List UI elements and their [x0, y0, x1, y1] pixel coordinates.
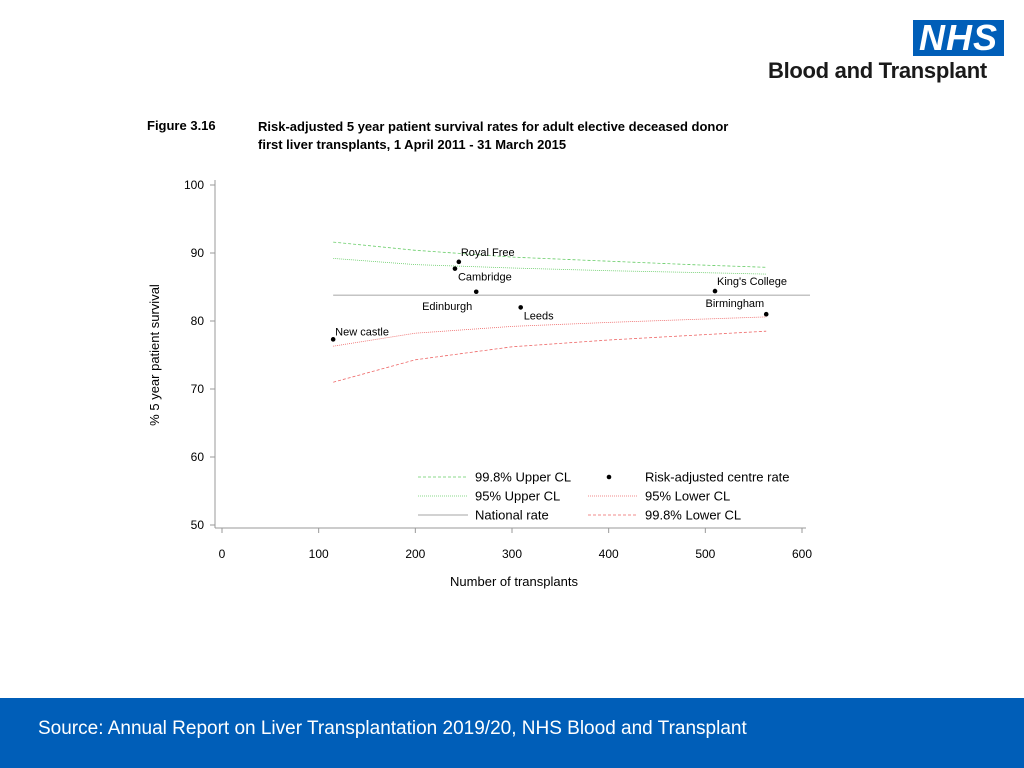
- organisation-name: Blood and Transplant: [768, 58, 987, 83]
- x-tick-label: 600: [792, 547, 812, 561]
- y-axis-label: % 5 year patient survival: [147, 284, 162, 426]
- centre-point-new-castle: [330, 337, 336, 342]
- centre-point-king-s-college: [712, 288, 718, 294]
- x-tick-label: 300: [502, 547, 522, 561]
- footer-bar: Source: Annual Report on Liver Transplan…: [0, 698, 1024, 768]
- source-citation: Source: Annual Report on Liver Transplan…: [38, 718, 747, 739]
- x-tick-label: 0: [219, 547, 226, 561]
- y-tick-label: 100: [184, 178, 204, 192]
- y-tick-label: 50: [191, 518, 205, 532]
- centre-label-leeds: Leeds: [524, 310, 554, 322]
- figure-title: Risk-adjusted 5 year patient survival ra…: [258, 118, 798, 154]
- figure-title-line-2: first liver transplants, 1 April 2011 - …: [258, 137, 567, 152]
- legend-label-99-8-upper-cl: 99.8% Upper CL: [475, 470, 571, 485]
- centre-label-royal-free: Royal Free: [461, 247, 515, 259]
- control-limit-99-8-lower-cl: [333, 330, 767, 383]
- centre-point-birmingham: [763, 311, 769, 317]
- legend-key-risk-adjusted-centre-rate: [606, 474, 612, 480]
- y-tick-label: 80: [191, 314, 205, 328]
- centre-label-edinburgh: Edinburgh: [422, 301, 472, 313]
- centre-point-cambridge: [452, 266, 458, 271]
- control-limit-95-lower-cl: [333, 316, 767, 347]
- x-tick-label: 100: [309, 547, 329, 561]
- nhs-logo: NHS: [912, 20, 1004, 56]
- figure-title-line-1: Risk-adjusted 5 year patient survival ra…: [258, 119, 729, 134]
- x-tick-label: 500: [695, 547, 715, 561]
- legend-label-99-8-lower-cl: 99.8% Lower CL: [645, 508, 741, 523]
- control-limit-99-8-upper-cl: [333, 241, 767, 268]
- x-tick-label: 200: [405, 547, 425, 561]
- x-axis-label: Number of transplants: [450, 574, 578, 589]
- funnel-plot: 50 60 70 80 90 100 0 100 200 300 400 500 600 Number o…: [147, 178, 812, 589]
- y-tick-label: 60: [191, 450, 205, 464]
- centre-point-leeds: [518, 305, 523, 310]
- x-tick-label: 400: [599, 547, 619, 561]
- nhs-logo-badge: NHS: [912, 20, 1004, 56]
- y-tick-label: 90: [191, 246, 205, 260]
- legend-label-95-lower-cl: 95% Lower CL: [645, 489, 730, 504]
- y-tick-label: 70: [191, 382, 205, 396]
- figure-label: Figure 3.16: [147, 118, 216, 133]
- legend-label-national-rate: National rate: [475, 508, 549, 523]
- centre-label-new-castle: New castle: [335, 326, 389, 338]
- centre-point-edinburgh: [473, 289, 479, 295]
- centre-label-king-s-college: King's College: [717, 276, 787, 288]
- centre-label-cambridge: Cambridge: [458, 272, 512, 284]
- control-limit-95-upper-cl: [333, 258, 767, 275]
- legend-label-95-upper-cl: 95% Upper CL: [475, 489, 560, 504]
- centre-label-birmingham: Birmingham: [706, 298, 765, 310]
- legend-label-risk-adjusted-centre-rate: Risk-adjusted centre rate: [645, 470, 790, 485]
- centre-point-royal-free: [456, 259, 462, 265]
